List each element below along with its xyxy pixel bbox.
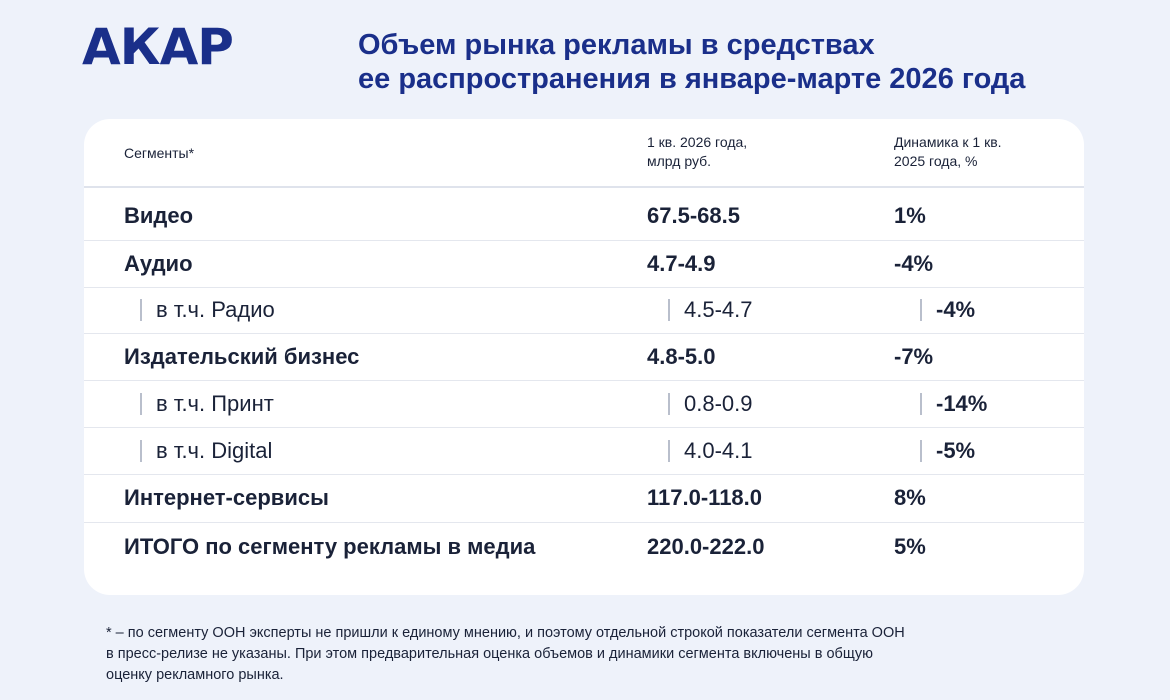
footnote-line-1: * – по сегменту OOH эксперты не пришли к… [106,625,905,641]
dynamics-subcell: -4% [920,287,975,333]
indent-bar [668,392,670,415]
footnote: * – по сегменту OOH эксперты не пришли к… [106,623,1086,686]
indent-bar [668,299,670,321]
column-header-volume-line-2: млрд руб. [647,153,712,169]
segment-label: в т.ч. Радио [156,297,275,322]
indent-bar [920,392,922,415]
page-title-line-1: Объем рынка рекламы в средствах [358,29,875,61]
footnote-line-3: оценку рекламного рынка. [106,667,284,683]
indent-bar [920,439,922,462]
dynamics-subcell: -14% [920,380,987,427]
segment-subcell: в т.ч. Digital [140,427,272,474]
table-row-digital: в т.ч. Digital 4.0-4.1 -5% [84,427,1084,475]
column-header-dynamics: Динамика к 1 кв. 2025 года, % [894,133,1002,171]
dynamics-cell: -4% [894,250,934,276]
segment-subcell: в т.ч. Принт [140,380,274,427]
segment-cell: Издательский бизнес [124,343,360,369]
table-row-radio: в т.ч. Радио 4.5-4.7 -4% [84,287,1084,334]
akar-logo: АКАР [82,18,234,76]
volume-subcell: 4.0-4.1 [668,427,753,474]
dynamics-subcell: -5% [920,427,975,474]
segment-label: в т.ч. Digital [156,437,273,463]
indent-bar [920,299,922,321]
volume-cell: 67.5-68.5 [647,203,740,228]
indent-bar [668,439,670,462]
table-row-internet: Интернет-сервисы 117.0-118.0 8% [84,474,1084,523]
indent-bar [140,299,142,321]
indent-bar [140,392,142,415]
dynamics-label: -5% [936,437,976,463]
table-row-audio: Аудио 4.7-4.9 -4% [84,240,1084,288]
column-header-dynamics-line-2: 2025 года, % [894,153,978,169]
dynamics-label: -4% [936,297,976,322]
volume-label: 0.8-0.9 [684,390,753,416]
indent-bar [140,439,142,462]
table-row-total: ИТОГО по сегменту рекламы в медиа 220.0-… [84,522,1084,572]
volume-cell: 220.0-222.0 [647,534,765,559]
dynamics-cell: 8% [894,485,926,510]
volume-label: 4.0-4.1 [684,437,753,463]
table-header: Сегменты* 1 кв. 2026 года, млрд руб. Дин… [84,119,1084,188]
segment-cell: Интернет-сервисы [124,485,329,510]
column-header-dynamics-line-1: Динамика к 1 кв. [894,134,1002,150]
market-table: Сегменты* 1 кв. 2026 года, млрд руб. Дин… [84,119,1084,595]
volume-cell: 4.7-4.9 [647,250,716,276]
volume-cell: 4.8-5.0 [647,343,716,369]
dynamics-cell: 5% [894,534,926,559]
column-header-segments: Сегменты* [124,144,194,163]
segment-cell: Аудио [124,250,193,276]
column-header-volume: 1 кв. 2026 года, млрд руб. [647,133,747,171]
dynamics-label: -14% [936,390,988,416]
segment-cell: Видео [124,203,194,228]
volume-label: 4.5-4.7 [684,297,753,322]
segment-label: в т.ч. Принт [156,390,274,416]
segment-subcell: в т.ч. Радио [140,287,275,333]
volume-subcell: 4.5-4.7 [668,287,753,333]
table-row-print: в т.ч. Принт 0.8-0.9 -14% [84,380,1084,428]
page-title: Объем рынка рекламы в средствах ее распр… [358,28,1118,96]
column-header-segments-label: Сегменты* [124,145,195,161]
dynamics-cell: 1% [894,203,926,228]
dynamics-cell: -7% [894,343,934,369]
column-header-volume-line-1: 1 кв. 2026 года, [647,134,748,150]
table-row-video: Видео 67.5-68.5 1% [84,192,1084,241]
table-row-publishing: Издательский бизнес 4.8-5.0 -7% [84,333,1084,381]
volume-cell: 117.0-118.0 [647,485,763,510]
volume-subcell: 0.8-0.9 [668,380,753,427]
segment-cell: ИТОГО по сегменту рекламы в медиа [124,534,536,559]
page-title-line-2: ее распространения в январе-марте 2026 г… [358,63,1026,95]
footnote-line-2: в пресс-релизе не указаны. При этом пред… [106,646,874,662]
